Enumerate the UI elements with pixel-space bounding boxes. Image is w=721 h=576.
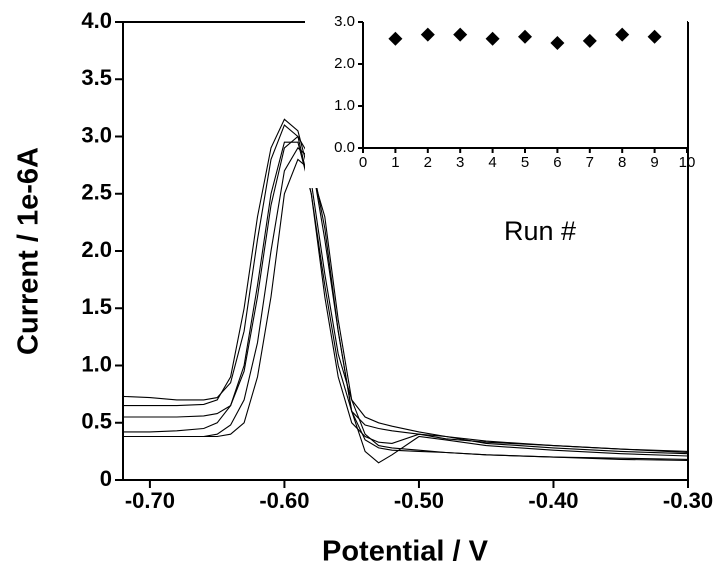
y-tick-label: 4.0 [81,8,112,33]
data-point [615,27,630,42]
data-point [420,27,435,42]
y-tick-label: 1.0 [81,351,112,376]
x-tick-label: 2 [424,154,432,171]
x-tick-label: -0.70 [125,488,175,513]
data-point [485,31,500,46]
y-tick-label: 1.5 [81,294,112,319]
y-tick-label: 3.0 [334,13,355,30]
x-tick-label: 5 [521,154,529,171]
y-tick-label: 1.0 [334,97,355,114]
x-tick-label: -0.40 [528,488,578,513]
x-axis-title: Run # [504,216,576,246]
x-tick-label: 0 [359,154,367,171]
x-tick-label: 7 [586,154,594,171]
x-tick-label: -0.30 [663,488,713,513]
y-tick-label: 2.0 [334,55,355,72]
y-tick-label: 0.5 [81,409,112,434]
data-point [582,33,597,48]
y-tick-label: 3.5 [81,65,112,90]
y-axis-title: Current / 1e-6A [13,147,45,355]
y-tick-label: 3.0 [81,122,112,147]
x-tick-label: 4 [488,154,496,171]
x-tick-label: 9 [650,154,658,171]
data-point [453,27,468,42]
voltammogram-line [123,158,689,462]
x-tick-label: 3 [456,154,464,171]
x-tick-label: -0.50 [394,488,444,513]
data-point [518,29,532,44]
x-tick-label: 1 [391,154,399,171]
data-point [550,36,565,50]
x-tick-label: 8 [618,154,626,171]
data-point [388,31,403,46]
x-tick-label: 6 [553,154,561,171]
voltammogram-line [123,135,689,464]
y-tick-label: 0 [100,466,112,491]
voltammogram-line [122,124,689,452]
x-tick-label: 10 [679,154,696,171]
y-tick-label: 2.5 [81,180,112,205]
y-tick-label: 2.0 [81,237,112,262]
voltammogram-line [123,141,689,455]
data-point [647,29,662,44]
x-axis-title: Potential / V [322,536,489,568]
y-tick-label: 0.0 [334,139,355,156]
x-tick-label: -0.60 [259,488,309,513]
